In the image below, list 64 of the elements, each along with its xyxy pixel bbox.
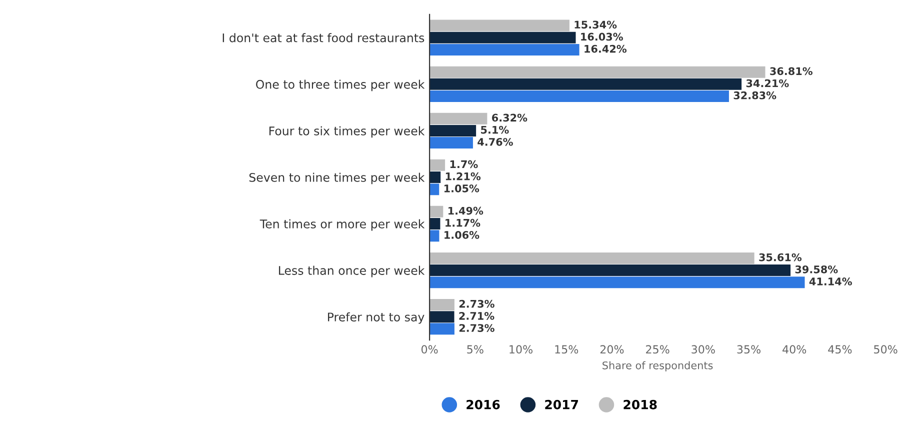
y-tick-label: Ten times or more per week — [260, 219, 425, 231]
bar — [430, 78, 742, 90]
x-tick-label: 30% — [692, 345, 715, 354]
y-tick-label: Less than once per week — [278, 266, 425, 278]
y-tick-label: Seven to nine times per week — [249, 172, 425, 184]
y-tick-label: I don't eat at fast food restaurants — [222, 33, 424, 42]
legend-label: 2016 — [466, 400, 500, 410]
bar — [430, 44, 580, 56]
bar — [430, 206, 444, 218]
data-label: 36.81% — [770, 67, 812, 76]
x-tick-label: 20% — [600, 345, 624, 354]
x-tick-label: 25% — [646, 345, 670, 354]
bar — [430, 20, 570, 32]
x-tick-label: 45% — [828, 345, 852, 354]
x-tick-label: 35% — [737, 345, 760, 354]
data-label: 32.83% — [734, 91, 776, 100]
bar — [430, 264, 791, 276]
y-tick-label: Prefer not to say — [328, 312, 424, 324]
data-label: 16.42% — [584, 44, 627, 53]
data-label: 2.71% — [459, 312, 494, 320]
bar — [430, 184, 440, 196]
bar — [430, 90, 729, 102]
bar — [430, 311, 454, 323]
x-tick-label: 50% — [874, 345, 898, 354]
x-tick-label: 40% — [782, 345, 806, 354]
data-label: 4.76% — [478, 138, 513, 146]
bar — [430, 112, 488, 124]
data-label: 41.14% — [809, 278, 852, 286]
bar — [430, 159, 446, 171]
data-label: 1.05% — [444, 184, 480, 192]
x-tick-label: 0% — [421, 345, 438, 354]
bar — [430, 323, 454, 335]
bar — [430, 252, 754, 264]
bar — [430, 171, 441, 183]
data-label: 1.17% — [446, 218, 480, 227]
x-axis-title: Share of respondents — [602, 361, 713, 372]
data-label: 5.1% — [481, 126, 509, 134]
data-label: 1.7% — [450, 160, 478, 168]
data-label: 1.06% — [444, 231, 480, 239]
data-label: 15.34% — [574, 20, 617, 29]
data-label: 2.73% — [459, 300, 494, 308]
data-label: 34.21% — [746, 79, 789, 88]
x-tick-label: 10% — [510, 345, 532, 354]
x-tick-label: 15% — [555, 345, 578, 354]
bar — [430, 298, 454, 310]
y-tick-label: Four to six times per week — [269, 126, 425, 138]
bar — [430, 276, 805, 288]
legend-label: 2018 — [624, 400, 657, 410]
x-tick-label: 5% — [467, 345, 484, 354]
bar — [430, 218, 440, 230]
bar — [430, 137, 473, 149]
data-label: 16.03% — [581, 32, 623, 41]
legend-label: 2017 — [545, 400, 578, 410]
data-label: 1.49% — [448, 206, 484, 215]
data-label: 35.61% — [759, 253, 802, 262]
bar — [430, 230, 440, 242]
y-tick-label: One to three times per week — [256, 80, 425, 92]
data-label: 39.58% — [795, 265, 838, 274]
data-label: 6.32% — [492, 114, 528, 122]
bar — [430, 124, 476, 136]
data-label: 1.21% — [446, 172, 481, 180]
data-label: 2.73% — [459, 324, 494, 332]
bar — [430, 32, 576, 44]
bar — [430, 66, 766, 78]
